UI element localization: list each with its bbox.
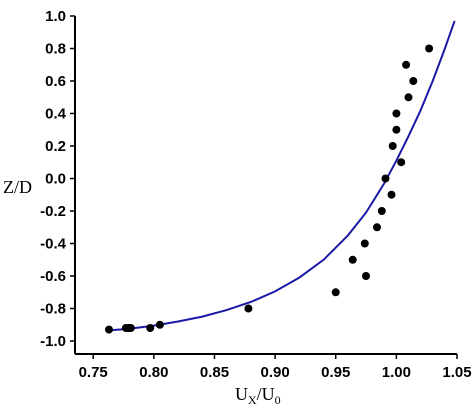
data-point bbox=[362, 272, 370, 280]
y-tick-label: 0.4 bbox=[45, 106, 67, 123]
data-point bbox=[377, 207, 386, 215]
x-axis-title: UX/U0 bbox=[235, 384, 281, 407]
data-point bbox=[409, 77, 418, 85]
data-point bbox=[373, 223, 381, 232]
y-tick-label: -0.4 bbox=[40, 236, 67, 253]
data-point bbox=[392, 109, 401, 118]
y-tick-label: -0.8 bbox=[40, 301, 66, 318]
data-point bbox=[402, 60, 411, 69]
x-tick-label: 1.05 bbox=[442, 364, 471, 381]
y-tick-label: 1.0 bbox=[45, 8, 66, 25]
x-tick-label: 0.80 bbox=[139, 364, 168, 381]
x-tick-label: 0.95 bbox=[321, 364, 350, 381]
x-tick-label: 0.75 bbox=[79, 364, 108, 381]
data-point bbox=[404, 93, 413, 102]
data-point bbox=[388, 142, 397, 150]
data-point bbox=[146, 324, 155, 332]
fit-curve bbox=[108, 20, 456, 332]
data-point bbox=[126, 324, 135, 332]
y-tick-label: 0.8 bbox=[45, 41, 66, 58]
y-tick-label: -1.0 bbox=[40, 333, 66, 350]
y-axis-title: Z/D bbox=[3, 177, 32, 197]
data-point bbox=[425, 44, 434, 53]
x-tick-label: 0.90 bbox=[260, 364, 289, 381]
data-point bbox=[392, 125, 401, 134]
y-tick-label: 0.6 bbox=[45, 73, 66, 90]
y-axis-ticks: 1.0 0.8 0.6 0.4 0.2 0.0 -0.2 -0.4 -0.6 -0.8 -1.0 bbox=[40, 8, 75, 350]
data-point bbox=[387, 190, 396, 199]
data-point bbox=[397, 158, 406, 167]
data-point bbox=[360, 239, 369, 248]
y-tick-label: -0.6 bbox=[40, 268, 66, 285]
x-axis-ticks: 0.75 0.80 0.85 0.90 0.95 1.00 1.05 bbox=[79, 354, 472, 381]
data-points bbox=[105, 44, 434, 334]
data-point bbox=[105, 325, 113, 334]
x-tick-label: 1.00 bbox=[382, 364, 411, 381]
data-point bbox=[348, 255, 357, 264]
y-tick-label: 0.0 bbox=[45, 171, 66, 188]
data-point bbox=[155, 320, 164, 329]
data-point bbox=[381, 174, 390, 183]
x-tick-label: 0.85 bbox=[200, 364, 229, 381]
data-point bbox=[331, 288, 340, 297]
y-tick-label: 0.2 bbox=[45, 138, 66, 155]
data-point bbox=[244, 304, 253, 313]
y-tick-label: -0.2 bbox=[40, 203, 66, 220]
